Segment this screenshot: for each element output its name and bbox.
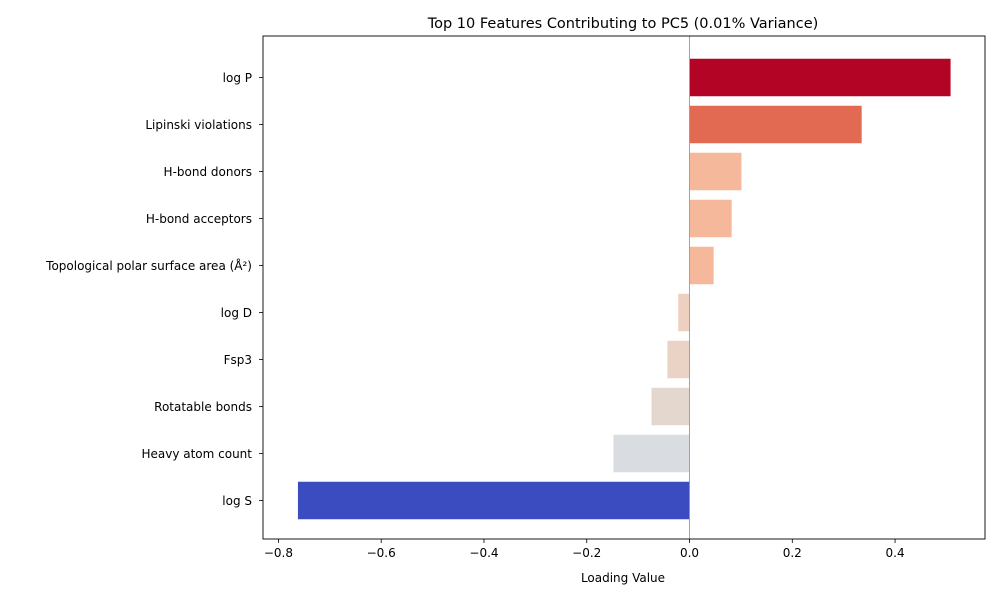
chart-title: Top 10 Features Contributing to PC5 (0.0… <box>427 16 819 32</box>
y-tick-label-2: H-bond donors <box>164 165 252 179</box>
x-tick-label-6: 0.4 <box>886 546 905 560</box>
x-tick-label-2: −0.4 <box>469 546 498 560</box>
bar-9 <box>297 481 690 520</box>
x-tick-label-3: −0.2 <box>572 546 601 560</box>
bar-6 <box>667 340 690 379</box>
y-tick-label-6: Fsp3 <box>224 353 252 367</box>
plot-frame <box>262 35 986 540</box>
x-tick-label-5: 0.2 <box>783 546 802 560</box>
bar-2 <box>689 152 742 191</box>
y-tick-label-7: Rotatable bonds <box>154 400 252 414</box>
bar-4 <box>689 246 714 285</box>
x-tick-label-4: 0.0 <box>680 546 699 560</box>
y-tick-label-9: log S <box>222 494 252 508</box>
y-tick-label-1: Lipinski violations <box>145 118 252 132</box>
y-tick-label-4: Topological polar surface area (Å²) <box>45 258 252 273</box>
x-tick-label-0: −0.8 <box>264 546 293 560</box>
bar-0 <box>689 58 951 97</box>
bar-1 <box>689 105 862 144</box>
bar-7 <box>651 387 690 426</box>
y-tick-label-3: H-bond acceptors <box>146 212 252 226</box>
bar-8 <box>613 434 690 473</box>
y-tick-label-0: log P <box>223 71 252 85</box>
y-tick-label-5: log D <box>221 306 252 320</box>
x-tick-label-1: −0.6 <box>367 546 396 560</box>
x-axis-label: Loading Value <box>581 571 665 585</box>
bar-5 <box>678 293 690 332</box>
plot-area: log P Lipinski violations H-bond donors H-b… <box>45 35 986 560</box>
bar-3 <box>689 199 732 238</box>
y-tick-label-8: Heavy atom count <box>141 447 252 461</box>
